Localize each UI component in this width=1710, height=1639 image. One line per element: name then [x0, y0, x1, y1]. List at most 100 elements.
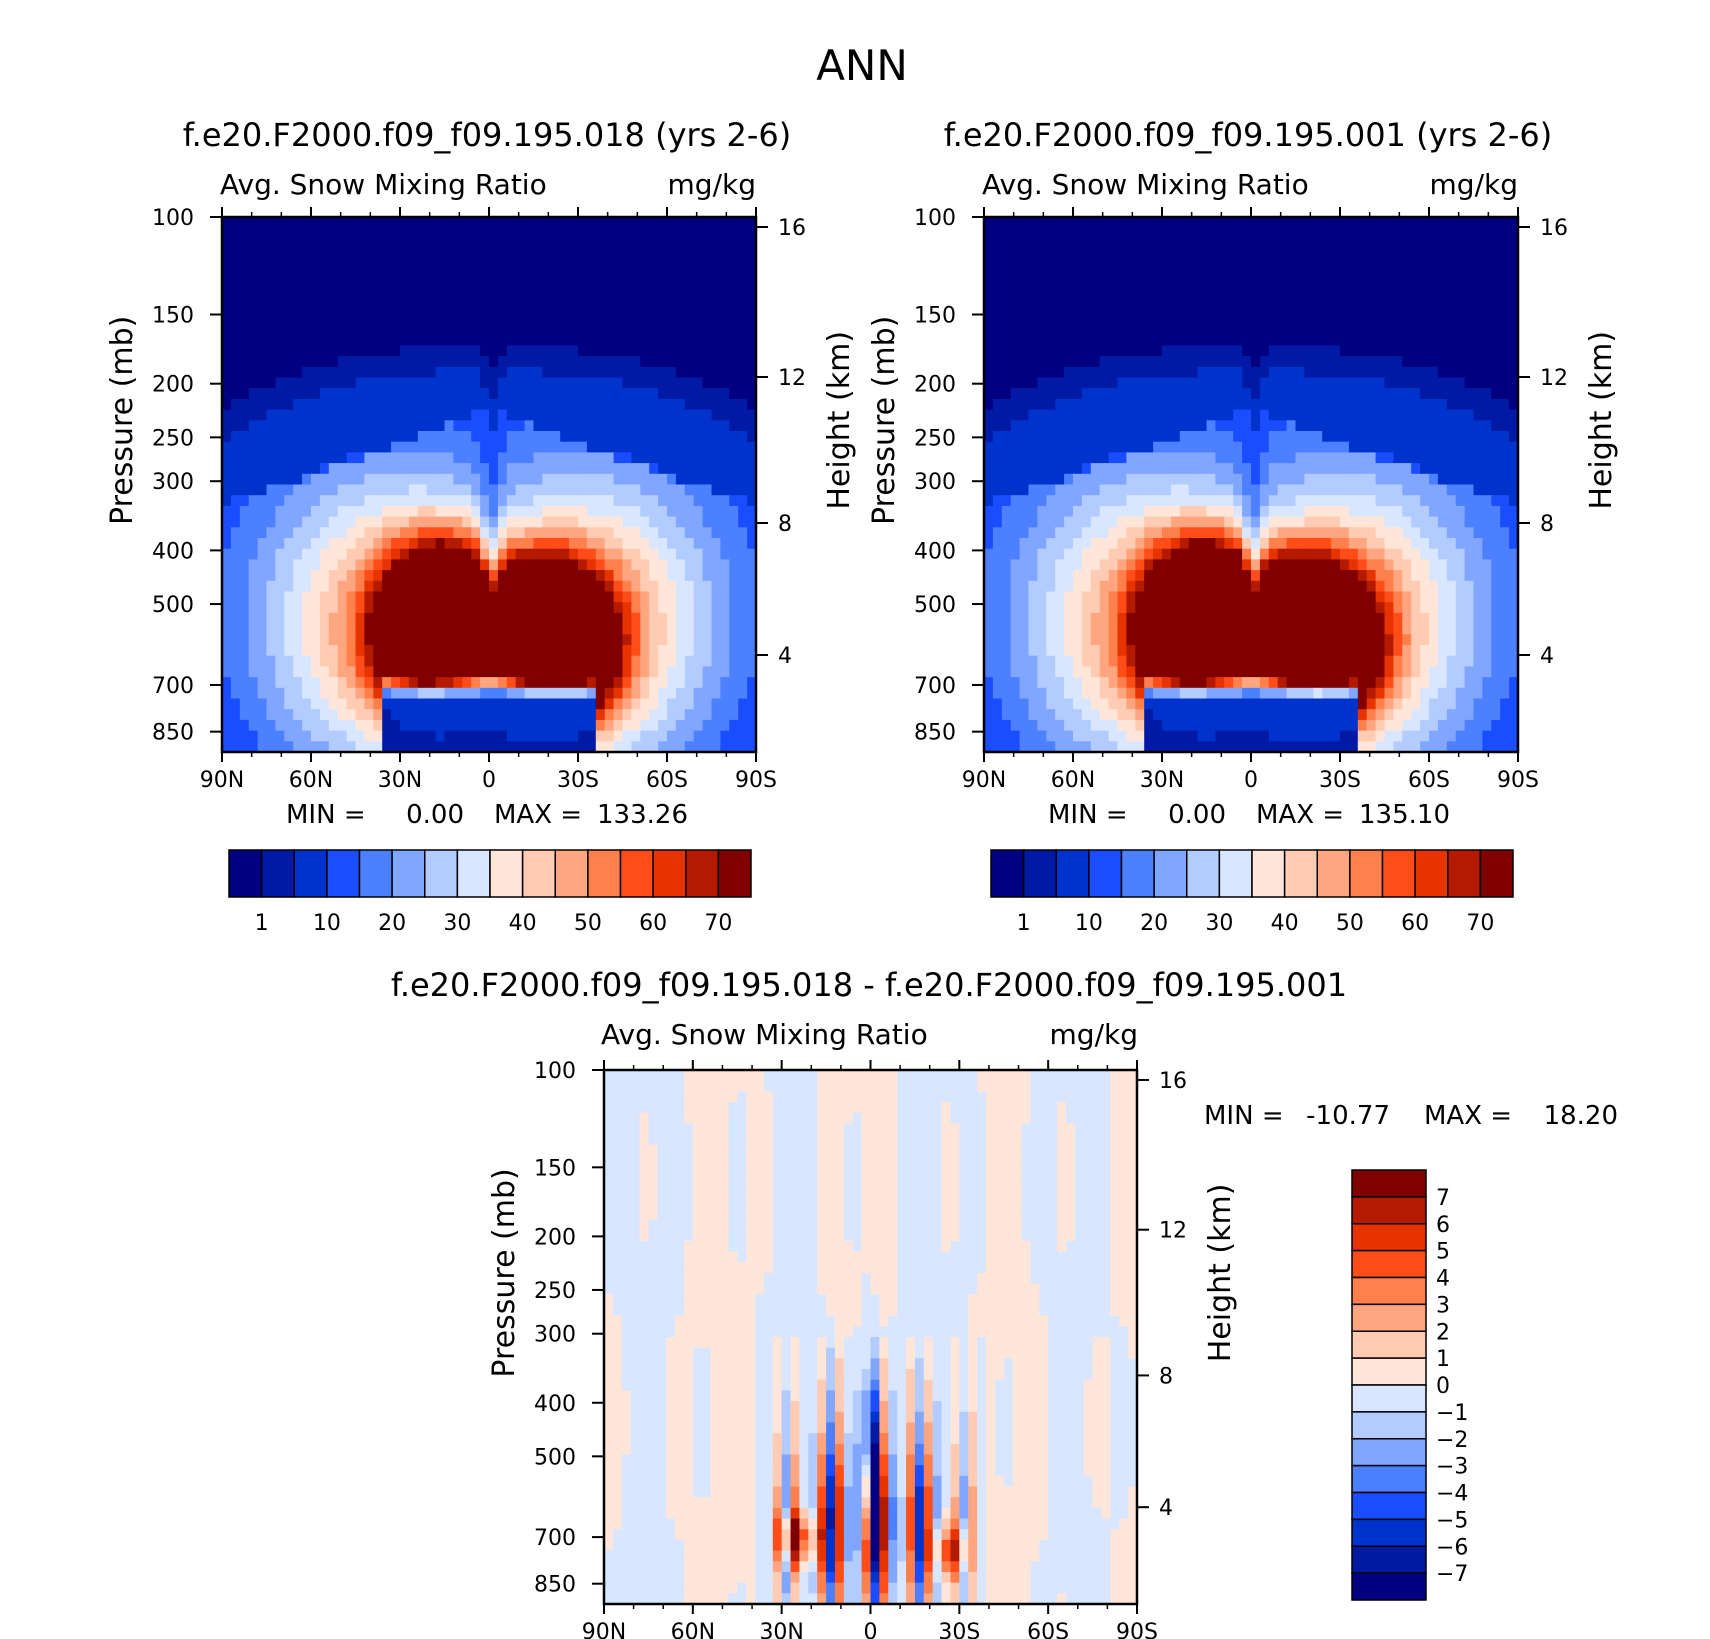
contour-cell: [684, 302, 695, 314]
contour-cell: [408, 302, 419, 314]
contour-cell: [533, 217, 543, 229]
contour-cell: [319, 313, 330, 325]
contour-cell: [1099, 452, 1110, 464]
contour-cell: [524, 666, 535, 678]
contour-cell: [738, 281, 748, 293]
contour-cell: [675, 645, 686, 657]
contour-cell: [1277, 398, 1288, 411]
contour-cell: [1286, 217, 1297, 229]
contour-cell: [1259, 484, 1270, 496]
contour-cell: [595, 463, 606, 475]
contour-cell: [1473, 527, 1483, 539]
contour-cell: [444, 548, 454, 560]
contour-cell: [649, 484, 659, 496]
contour-cell: [1304, 249, 1314, 261]
contour-cell: [1224, 302, 1234, 314]
contour-cell: [1357, 366, 1368, 379]
contour-cell: [1215, 313, 1225, 325]
contour-cell: [551, 580, 561, 593]
contour-cell: [1144, 516, 1154, 528]
contour-cell: [1117, 334, 1127, 346]
contour-cell: [364, 238, 374, 250]
contour-cell: [364, 452, 374, 464]
contour-cell: [992, 527, 1003, 539]
contour-cell: [471, 345, 481, 357]
contour-cell: [302, 538, 312, 550]
contour-cell: [1162, 505, 1172, 518]
contour-cell: [675, 388, 686, 400]
contour-cell: [1437, 452, 1448, 464]
contour-cell: [293, 217, 303, 229]
contour-cell: [364, 420, 374, 432]
contour-cell: [1482, 420, 1492, 432]
contour-cell: [346, 495, 357, 507]
contour-cell: [1473, 217, 1483, 229]
contour-cell: [453, 741, 463, 753]
contour-cell: [1144, 238, 1154, 250]
contour-cell: [444, 270, 454, 282]
contour-cell: [1295, 324, 1305, 336]
contour-cell: [542, 302, 552, 314]
contour-cell: [346, 377, 357, 389]
contour-cell: [684, 281, 695, 293]
contour-cell: [471, 548, 481, 560]
contour-cell: [1429, 527, 1439, 539]
contour-cell: [1028, 452, 1038, 464]
contour-cell: [1259, 324, 1270, 336]
panel-1-title: f.e20.F2000.f09_f09.195.018 (yrs 2-6): [183, 116, 792, 154]
contour-cell: [1215, 420, 1225, 432]
contour-cell: [1331, 505, 1341, 518]
contour-cell: [497, 345, 508, 357]
contour-cell: [293, 591, 303, 603]
contour-cell: [595, 527, 606, 539]
contour-cell: [533, 409, 543, 421]
contour-cell: [649, 463, 659, 475]
contour-cell: [560, 548, 570, 560]
contour-cell: [1010, 249, 1021, 261]
contour-cell: [1037, 302, 1047, 314]
contour-cell: [604, 709, 615, 721]
contour-cell: [992, 259, 1003, 272]
contour-cell: [248, 313, 259, 325]
contour-cell: [1135, 484, 1145, 496]
contour-cell: [355, 591, 365, 603]
contour-cell: [444, 730, 454, 742]
contour-cell: [355, 217, 365, 229]
contour-cell: [266, 527, 276, 539]
contour-cell: [569, 623, 579, 635]
contour-cell: [1393, 356, 1403, 368]
contour-cell: [702, 366, 713, 379]
contour-cell: [542, 516, 552, 528]
contour-cell: [311, 580, 321, 593]
contour-cell: [382, 409, 392, 421]
contour-cell: [1420, 495, 1430, 507]
contour-cell: [1162, 227, 1172, 239]
contour-cell: [1366, 452, 1377, 464]
colorbar-label: 10: [313, 911, 341, 936]
contour-cell: [1108, 388, 1119, 400]
contour-cell: [684, 484, 695, 496]
contour-cell: [1233, 538, 1243, 550]
contour-cell: [711, 538, 721, 550]
contour-cell: [346, 580, 357, 593]
contour-cell: [1010, 356, 1021, 368]
contour-cell: [1046, 398, 1056, 411]
contour-cell: [586, 495, 597, 507]
contour-cell: [400, 452, 410, 464]
contour-cell: [355, 527, 365, 539]
contour-cell: [693, 217, 704, 229]
contour-cell: [675, 709, 686, 721]
contour-cell: [640, 623, 650, 635]
contour-cell: [1108, 377, 1119, 389]
contour-cell: [462, 602, 472, 614]
contour-cell: [684, 602, 695, 614]
contour-cell: [328, 719, 339, 732]
contour-cell: [667, 291, 677, 304]
contour-cell: [542, 655, 552, 667]
contour-cell: [1099, 249, 1110, 261]
contour-cell: [319, 388, 330, 400]
contour-cell: [506, 345, 517, 357]
contour-cell: [693, 559, 704, 571]
contour-cell: [1037, 516, 1047, 528]
contour-cell: [992, 334, 1003, 346]
